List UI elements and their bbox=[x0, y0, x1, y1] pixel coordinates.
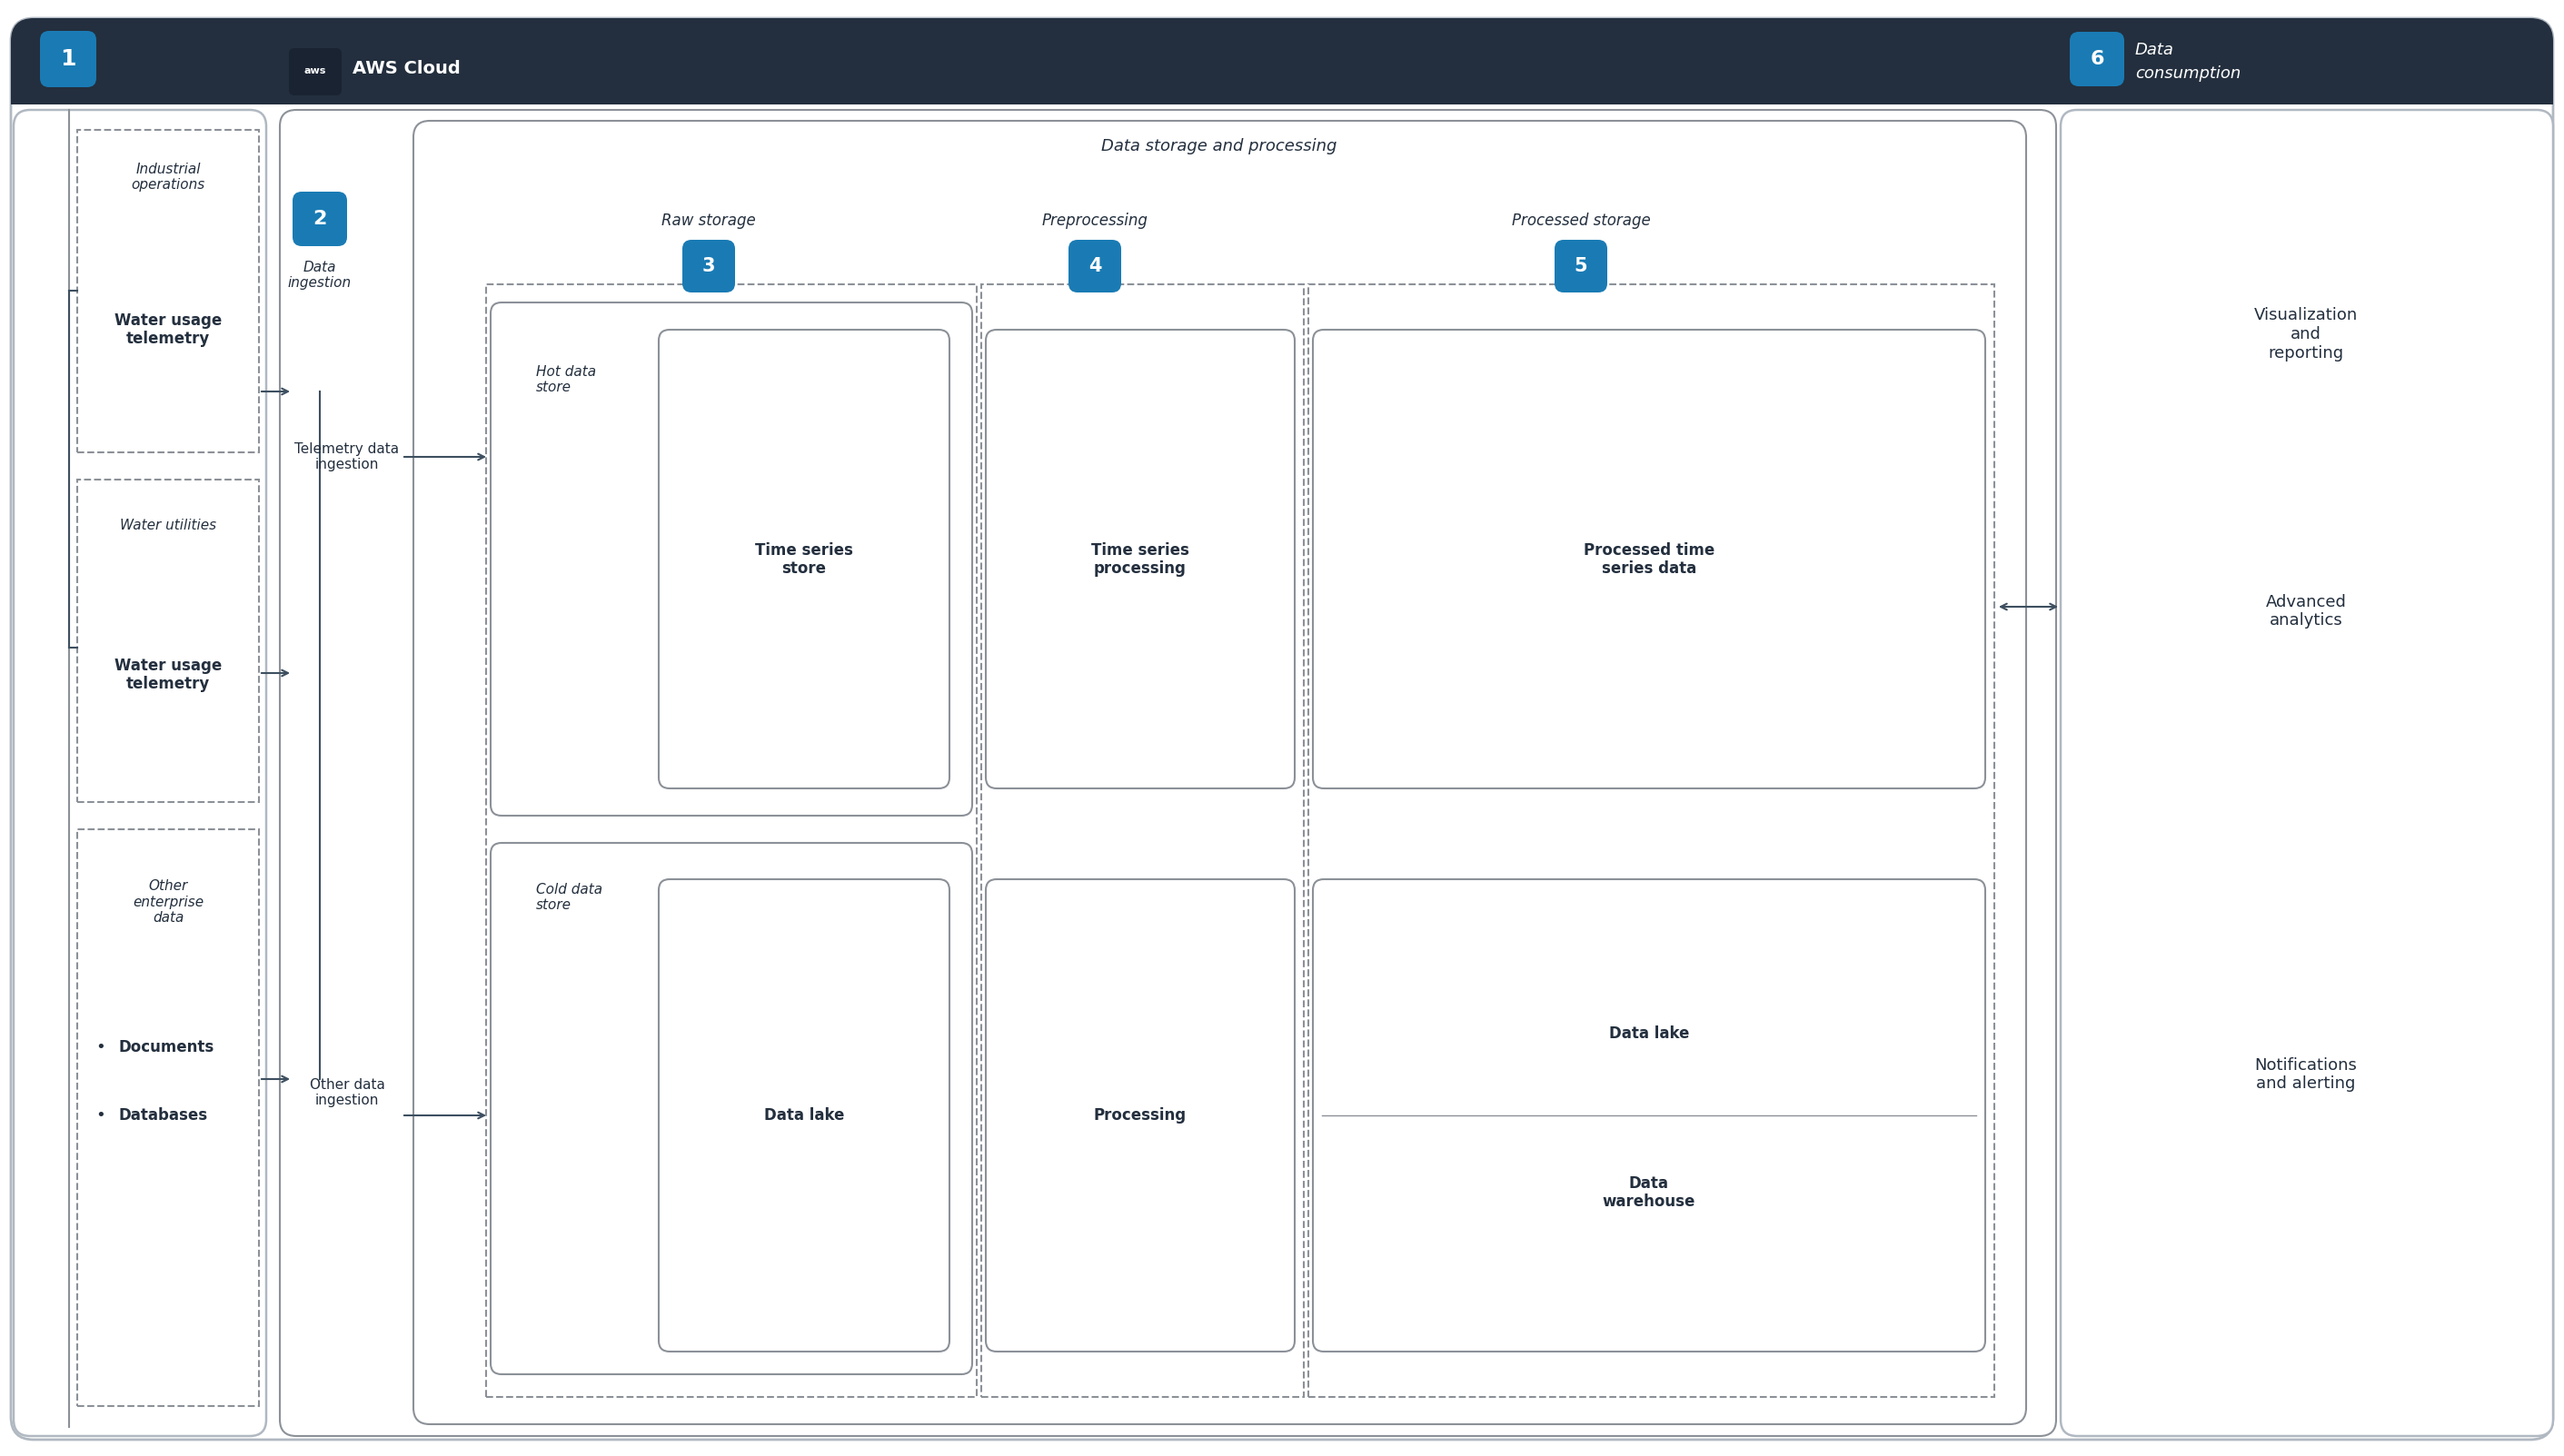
Text: Industrial
operations: Industrial operations bbox=[131, 163, 205, 192]
Text: Cold data
store: Cold data store bbox=[536, 882, 603, 911]
Text: Databases: Databases bbox=[118, 1107, 208, 1124]
FancyBboxPatch shape bbox=[490, 303, 972, 815]
Text: aws: aws bbox=[305, 67, 326, 76]
Bar bbox=[982, 284, 1305, 1396]
Bar bbox=[10, 68, 2554, 105]
Text: Other
enterprise
data: Other enterprise data bbox=[133, 879, 203, 925]
Text: AWS Cloud: AWS Cloud bbox=[351, 60, 462, 77]
Text: Other data
ingestion: Other data ingestion bbox=[310, 1077, 385, 1108]
Text: Raw storage: Raw storage bbox=[662, 213, 756, 229]
Text: Processed time
series data: Processed time series data bbox=[1585, 542, 1715, 577]
Text: Data sources: Data sources bbox=[108, 50, 246, 68]
Text: 4: 4 bbox=[1087, 258, 1103, 275]
Text: Data lake: Data lake bbox=[764, 1107, 844, 1124]
Text: •: • bbox=[95, 1107, 105, 1124]
Text: Hot data
store: Hot data store bbox=[536, 365, 597, 395]
FancyBboxPatch shape bbox=[659, 329, 949, 788]
FancyBboxPatch shape bbox=[292, 192, 346, 246]
FancyBboxPatch shape bbox=[290, 48, 341, 96]
Text: Preprocessing: Preprocessing bbox=[1041, 213, 1149, 229]
FancyBboxPatch shape bbox=[413, 121, 2026, 1424]
Text: Data: Data bbox=[2136, 42, 2174, 58]
FancyBboxPatch shape bbox=[1554, 240, 1608, 293]
FancyBboxPatch shape bbox=[490, 843, 972, 1374]
Text: consumption: consumption bbox=[2136, 66, 2241, 82]
FancyBboxPatch shape bbox=[985, 879, 1295, 1351]
FancyBboxPatch shape bbox=[1313, 879, 1985, 1351]
FancyBboxPatch shape bbox=[682, 240, 736, 293]
Text: Visualization
and
reporting: Visualization and reporting bbox=[2254, 307, 2359, 361]
FancyBboxPatch shape bbox=[2069, 32, 2123, 86]
Text: Time series
processing: Time series processing bbox=[1092, 542, 1190, 577]
Text: Water utilities: Water utilities bbox=[121, 518, 215, 531]
Text: Processed storage: Processed storage bbox=[1513, 213, 1651, 229]
Text: Data
ingestion: Data ingestion bbox=[287, 261, 351, 290]
Bar bbox=[77, 830, 259, 1406]
FancyBboxPatch shape bbox=[1313, 329, 1985, 788]
Text: 5: 5 bbox=[1574, 258, 1587, 275]
FancyBboxPatch shape bbox=[1069, 240, 1120, 293]
Text: Data lake: Data lake bbox=[1610, 1025, 1690, 1042]
Text: Documents: Documents bbox=[118, 1040, 213, 1056]
Text: Data storage and processing: Data storage and processing bbox=[1103, 138, 1338, 154]
Text: Telemetry data
ingestion: Telemetry data ingestion bbox=[295, 443, 400, 472]
Text: Notifications
and alerting: Notifications and alerting bbox=[2254, 1057, 2356, 1092]
Bar bbox=[77, 479, 259, 802]
Bar bbox=[487, 284, 977, 1396]
FancyBboxPatch shape bbox=[10, 17, 2554, 1440]
Text: 3: 3 bbox=[703, 258, 715, 275]
FancyBboxPatch shape bbox=[41, 31, 97, 87]
FancyBboxPatch shape bbox=[279, 109, 2056, 1436]
Text: Processing: Processing bbox=[1095, 1107, 1187, 1124]
Text: Time series
store: Time series store bbox=[754, 542, 854, 577]
Text: 2: 2 bbox=[313, 210, 326, 229]
Text: Water usage
telemetry: Water usage telemetry bbox=[115, 312, 223, 348]
Bar bbox=[1308, 284, 1995, 1396]
Bar bbox=[77, 130, 259, 453]
FancyBboxPatch shape bbox=[659, 879, 949, 1351]
FancyBboxPatch shape bbox=[2061, 109, 2554, 1436]
FancyBboxPatch shape bbox=[13, 109, 267, 1436]
Text: Water usage
telemetry: Water usage telemetry bbox=[115, 657, 223, 693]
Text: Data
warehouse: Data warehouse bbox=[1602, 1175, 1695, 1210]
FancyBboxPatch shape bbox=[985, 329, 1295, 788]
Text: 6: 6 bbox=[2090, 50, 2105, 68]
Text: •: • bbox=[95, 1040, 105, 1056]
FancyBboxPatch shape bbox=[10, 17, 2554, 105]
Text: Advanced
analytics: Advanced analytics bbox=[2267, 594, 2346, 629]
Text: 1: 1 bbox=[59, 48, 77, 70]
